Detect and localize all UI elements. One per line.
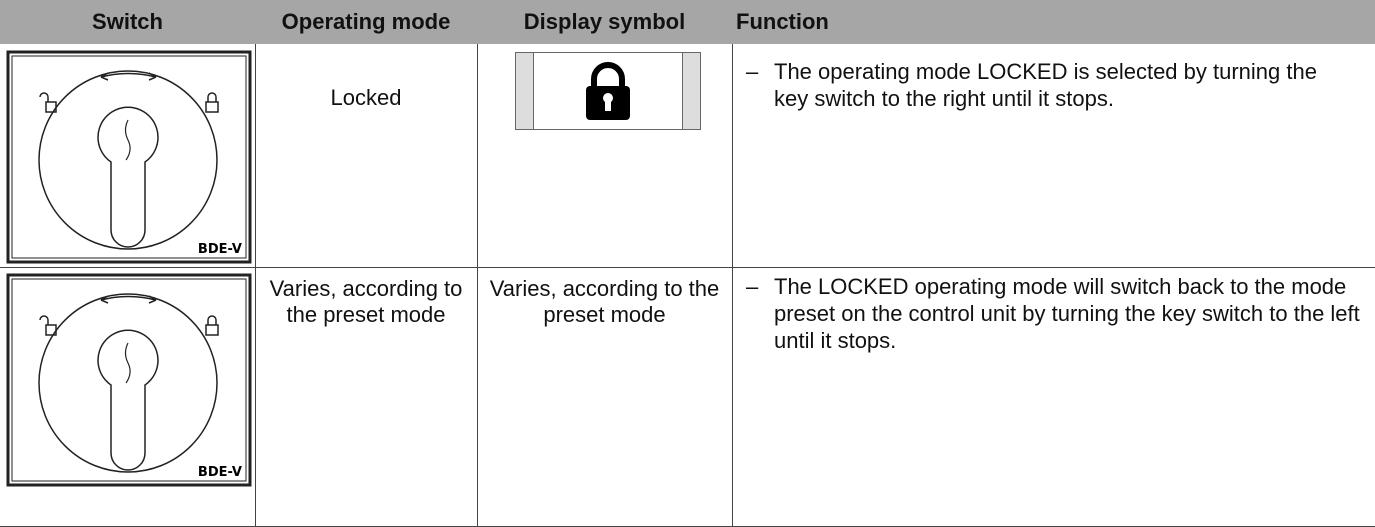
switch-label: BDE-V bbox=[198, 242, 242, 257]
key-switch-image: BDE-V bbox=[6, 273, 252, 487]
header-cell: Display symbol bbox=[477, 0, 732, 44]
header-cell: Operating mode bbox=[255, 0, 477, 44]
function-text: The LOCKED operating mode will switch ba… bbox=[774, 274, 1360, 353]
header-cell: Function bbox=[732, 0, 1375, 44]
header-cell: Switch bbox=[0, 0, 255, 44]
operating-mode: Locked bbox=[330, 85, 402, 110]
key-switch-image: BDE-V bbox=[6, 50, 252, 264]
switch-label: BDE-V bbox=[198, 465, 242, 480]
display-symbol-text: Varies, according to the preset mode bbox=[489, 276, 720, 327]
function-text: The operating mode LOCKED is selected by… bbox=[774, 59, 1317, 111]
operating-mode: Varies, according to the preset mode bbox=[269, 276, 463, 327]
divider bbox=[477, 44, 478, 527]
function-text: – The operating mode LOCKED is selected b… bbox=[746, 59, 1317, 111]
divider bbox=[0, 267, 1375, 268]
divider bbox=[732, 44, 733, 527]
lock-display-icon bbox=[515, 52, 701, 130]
divider bbox=[255, 44, 256, 527]
function-text: – The LOCKED operating mode will switch b… bbox=[746, 274, 1360, 353]
